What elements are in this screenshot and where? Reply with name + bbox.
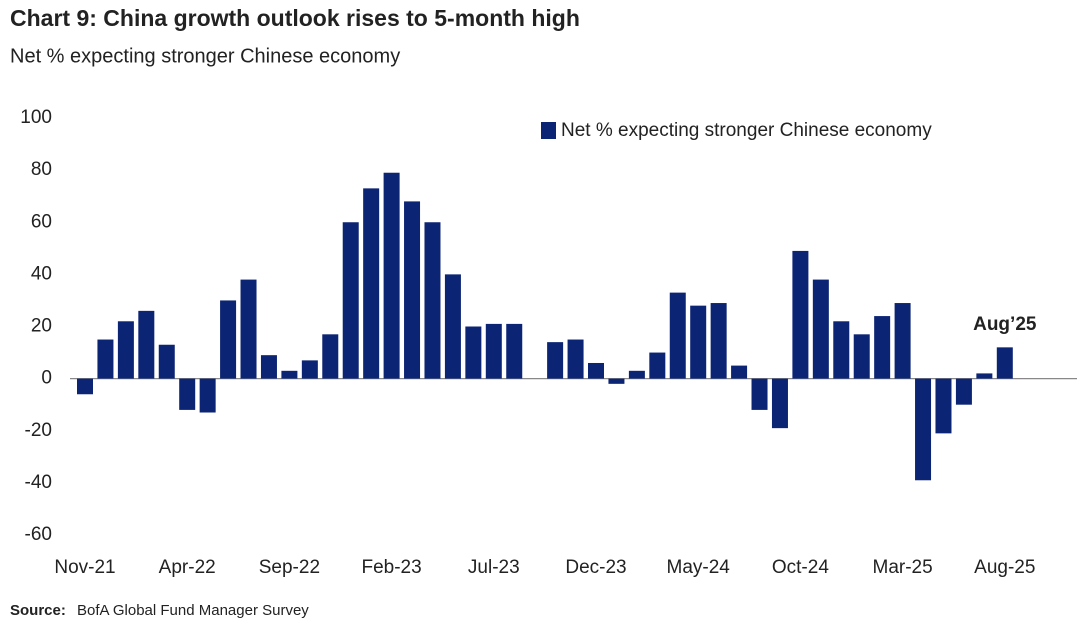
x-tick-label: Feb-23 [361, 557, 421, 578]
annotation: Aug’25 [973, 314, 1037, 335]
legend-label: Net % expecting stronger Chinese economy [561, 120, 932, 141]
bar [996, 347, 1013, 379]
bar [771, 378, 788, 429]
bar [363, 188, 380, 379]
y-tick-label: 40 [31, 263, 52, 284]
bar [976, 373, 993, 379]
bar [465, 326, 482, 379]
bar [97, 339, 114, 379]
x-tick-label: Mar-25 [873, 557, 933, 578]
x-tick-label: Aug-25 [974, 557, 1035, 578]
bar [669, 292, 686, 379]
bar [301, 360, 318, 379]
chart-title: Chart 9: China growth outlook rises to 5… [10, 5, 580, 31]
bar [853, 334, 870, 379]
bar [404, 201, 421, 379]
bar [117, 321, 134, 379]
bar [833, 321, 850, 379]
source-label: Source: [10, 602, 66, 619]
bar [281, 370, 298, 379]
x-tick-label: Dec-23 [565, 557, 626, 578]
legend-swatch [541, 122, 556, 139]
x-tick-label: Jul-23 [468, 557, 520, 578]
x-tick-label: Nov-21 [54, 557, 115, 578]
bar [649, 352, 666, 379]
bar [751, 378, 768, 410]
bar [812, 279, 829, 379]
bar [260, 355, 277, 379]
bar [158, 344, 175, 379]
bar [567, 339, 584, 379]
bar [506, 323, 523, 379]
bar [485, 323, 502, 379]
bar [342, 222, 359, 379]
y-tick-label: 20 [31, 316, 52, 337]
bar [710, 303, 727, 379]
x-tick-label: Oct-24 [772, 557, 829, 578]
source: BofA Global Fund Manager Survey [77, 602, 309, 619]
y-tick-label: 60 [31, 211, 52, 232]
bar [608, 378, 625, 384]
bar [220, 300, 237, 379]
chart-subtitle: Net % expecting stronger Chinese economy [10, 45, 400, 67]
bar [935, 378, 952, 434]
bar [894, 303, 911, 379]
bar [915, 378, 932, 481]
bar [383, 172, 400, 379]
bar [424, 222, 441, 379]
bar [199, 378, 216, 413]
y-tick-label: 100 [20, 107, 52, 128]
bar [322, 334, 339, 379]
bar [444, 274, 461, 379]
y-tick-label: 80 [31, 159, 52, 180]
bar [138, 310, 155, 379]
y-tick-label: -20 [25, 420, 52, 441]
bar [77, 378, 93, 395]
bar [179, 378, 196, 410]
y-tick-label: -60 [25, 524, 52, 545]
x-tick-label: Sep-22 [259, 557, 320, 578]
bar [240, 279, 257, 379]
bar [874, 316, 891, 379]
x-tick-label: May-24 [667, 557, 731, 578]
y-tick-label: -40 [25, 472, 52, 493]
bar [628, 370, 645, 379]
bar [955, 378, 972, 405]
bar [731, 365, 748, 379]
x-tick-label: Apr-22 [159, 557, 216, 578]
bar [690, 305, 707, 379]
bar [792, 250, 809, 379]
y-tick-label: 0 [41, 368, 52, 389]
bar [547, 342, 564, 379]
bar [588, 362, 604, 379]
